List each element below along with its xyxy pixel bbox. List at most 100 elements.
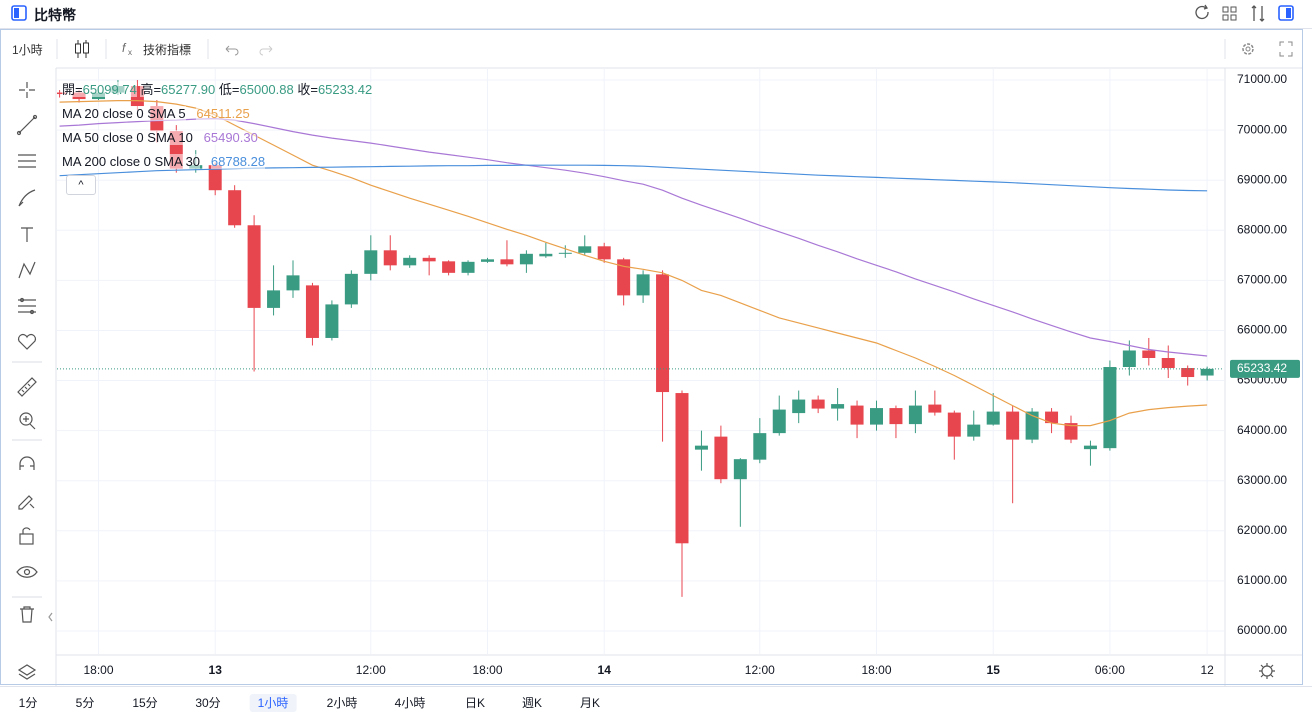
candle-body <box>422 257 436 262</box>
axes: 60000.00 61000.00 62000.00 63000.00 64000.00… <box>83 72 1300 677</box>
candle-body <box>1200 368 1214 376</box>
x-tick-label: 14 <box>598 663 612 677</box>
legend-value: 68788.28 <box>210 154 266 169</box>
svg-text:f: f <box>122 41 127 55</box>
candle-body <box>481 259 494 262</box>
ohlc-label: 開= <box>62 82 83 97</box>
candle-body <box>656 274 670 393</box>
candle-body <box>792 399 806 414</box>
timeframe-button[interactable]: 月K <box>579 696 601 710</box>
x-tick-label: 12:00 <box>356 663 386 677</box>
y-tick-label: 67000.00 <box>1237 273 1287 287</box>
candle-body <box>753 433 767 460</box>
ohlc-label: 收= <box>297 82 318 97</box>
candle-body <box>1083 445 1097 450</box>
ohlc-legend: 開=65099.74 高=65277.90 低=65000.88 收=65233… <box>62 78 373 102</box>
candle-body <box>714 436 728 480</box>
candle-body <box>694 445 708 450</box>
candle-body <box>1142 350 1156 358</box>
candle-body <box>325 304 339 338</box>
candle-body <box>967 424 981 437</box>
legend-value: 64511.25 <box>196 106 250 121</box>
candle-body <box>986 411 1000 425</box>
candle-body <box>578 246 592 253</box>
ohlc-value: 65000.88 <box>239 82 294 97</box>
legend: 開=65099.74 高=65277.90 低=65000.88 收=65233… <box>62 78 373 174</box>
timeframe-button[interactable]: 1分 <box>18 696 38 710</box>
y-tick-label: 71000.00 <box>1237 72 1287 86</box>
candle-body <box>305 285 319 338</box>
legend-entry: MA 20 close 0 SMA 5 64511.25 <box>62 102 372 126</box>
candle-body <box>228 190 242 226</box>
timeframe-button[interactable]: 1小時 <box>249 694 297 712</box>
candle-body <box>733 459 747 480</box>
timeframe-button[interactable]: 2小時 <box>326 696 358 710</box>
ohlc-label: 高= <box>140 82 162 97</box>
indicators-button[interactable]: 技術指標 <box>143 43 192 57</box>
candle-body <box>558 252 572 254</box>
timeframe-button[interactable]: 15分 <box>132 696 158 710</box>
timeframe-button[interactable]: 日K <box>464 696 486 710</box>
x-tick-label: 18:00 <box>83 663 113 677</box>
timeframe-button[interactable]: 5分 <box>75 696 95 710</box>
ohlc-value: 65099.74 <box>82 82 137 97</box>
candle-body <box>208 165 222 191</box>
candle-body <box>461 261 475 273</box>
candle-body <box>947 412 961 437</box>
drawing-toolbar <box>12 82 1275 680</box>
timeframe-button[interactable]: 4小時 <box>394 696 426 710</box>
legend-name: MA 20 close 0 SMA 5 <box>62 106 186 121</box>
candle-body <box>617 259 631 296</box>
x-tick-label: 18:00 <box>861 663 891 677</box>
x-tick-label: 15 <box>987 663 1001 677</box>
candle-body <box>344 273 358 305</box>
timeframe-bar: 1分 5分 15分 30分 1小時 2小時 4小時 日K 週K 月K <box>0 686 1312 715</box>
candle-body <box>247 225 261 308</box>
candle-body <box>57 92 67 95</box>
candle-body <box>1181 368 1195 378</box>
title-icons <box>11 4 1294 22</box>
x-tick-label: 13 <box>209 663 223 677</box>
interval-button[interactable]: 1小時 <box>12 43 43 57</box>
y-tick-label: 66000.00 <box>1237 323 1287 337</box>
title: 比特幣 <box>34 7 76 23</box>
y-tick-label: 64000.00 <box>1237 423 1287 437</box>
candle-body <box>500 259 514 265</box>
legend-value: 65490.30 <box>203 130 258 145</box>
candle-body <box>675 393 689 544</box>
candle-body <box>403 257 417 266</box>
candle-body <box>1161 357 1175 369</box>
svg-text:x: x <box>128 48 132 57</box>
candle-body <box>1122 350 1136 368</box>
legend-collapse-button[interactable]: ^ <box>66 175 96 195</box>
candle-body <box>889 408 903 425</box>
candle-body <box>870 408 883 425</box>
ohlc-value: 65233.42 <box>317 82 373 97</box>
candle-body <box>850 405 864 425</box>
candle-body <box>908 405 922 425</box>
timeframe-button[interactable]: 週K <box>521 696 543 710</box>
timeframe-button[interactable]: 30分 <box>195 696 221 710</box>
legend-name: MA 50 close 0 SMA 10 <box>62 130 193 145</box>
candle-body <box>286 275 300 291</box>
y-tick-label: 60000.00 <box>1237 623 1287 637</box>
candle-body <box>831 404 845 409</box>
x-tick-label: 12 <box>1200 663 1214 677</box>
last-price-label: 65233.42 <box>1237 361 1287 375</box>
y-tick-label: 69000.00 <box>1237 172 1287 186</box>
x-tick-label: 12:00 <box>745 663 775 677</box>
y-tick-label: 61000.00 <box>1237 573 1287 587</box>
ohlc-value: 65277.90 <box>161 82 216 97</box>
last-price-box <box>1230 359 1300 378</box>
x-tick-label: 06:00 <box>1095 663 1125 677</box>
y-tick-label: 68000.00 <box>1237 222 1287 236</box>
candle-body <box>519 253 533 265</box>
candle-body <box>1064 423 1078 440</box>
legend-name: MA 200 close 0 SMA 30 <box>62 154 201 169</box>
ohlc-label: 低= <box>218 82 240 97</box>
candle-body <box>636 274 650 296</box>
legend-entry: MA 200 close 0 SMA 30 68788.28 <box>62 150 372 174</box>
